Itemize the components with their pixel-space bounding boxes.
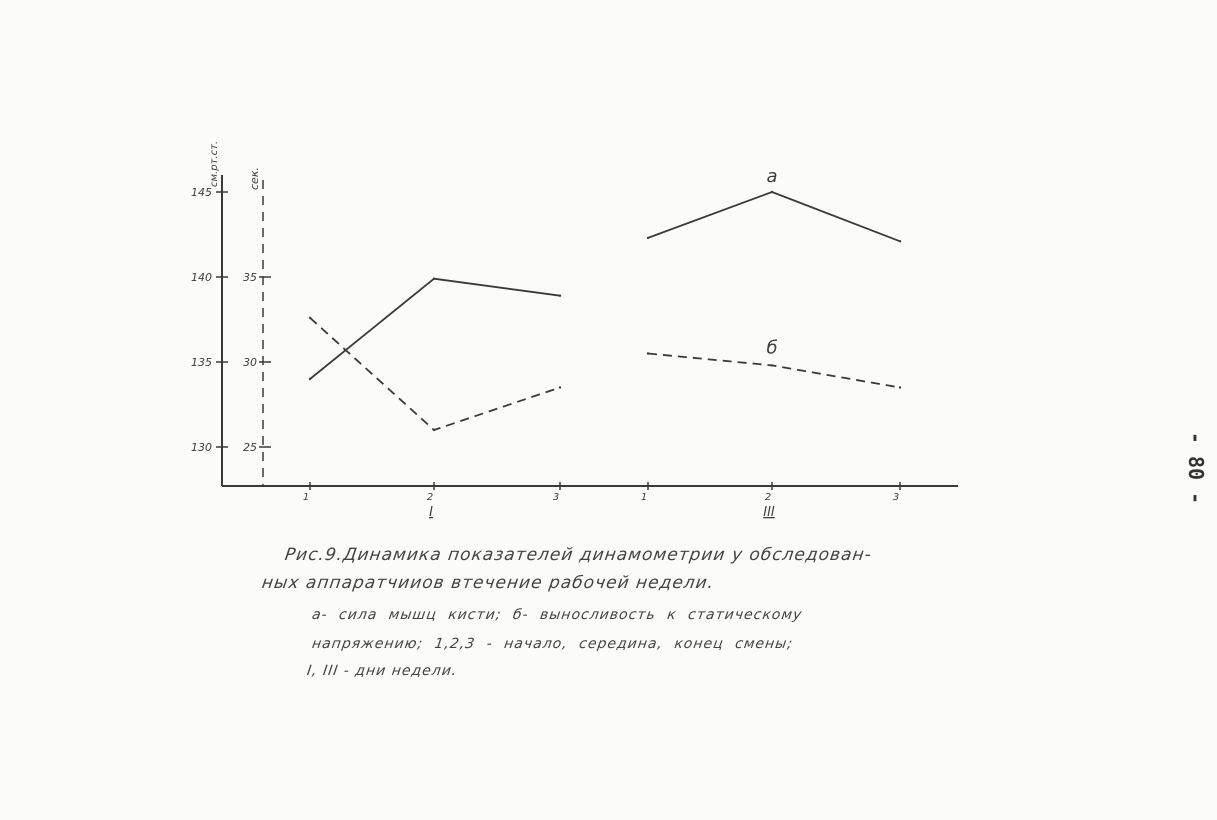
right-tick-label: 35 xyxy=(243,271,257,284)
series-a-line xyxy=(647,191,901,243)
x-tick-label: 3 xyxy=(893,492,899,503)
day-group-label: I xyxy=(429,505,433,520)
figure-caption-line-2: ных аппаратчииов втечение рабочей недели… xyxy=(260,573,716,593)
left-tick-label: 145 xyxy=(191,186,212,199)
x-tick-label: 3 xyxy=(553,492,559,503)
day-group-label: III xyxy=(763,505,775,520)
figure-caption-line-5: I, III - дни недели. xyxy=(305,663,459,679)
right-tick-label: 30 xyxy=(243,356,257,369)
x-tick-label: 1 xyxy=(641,492,647,503)
data-point xyxy=(770,364,774,367)
series-a-line xyxy=(309,277,561,380)
data-point xyxy=(432,277,436,280)
data-point xyxy=(558,386,562,389)
x-tick-label: 1 xyxy=(303,492,309,503)
right-tick-label: 25 xyxy=(243,441,257,454)
x-tick-label: 2 xyxy=(427,492,433,503)
figure-caption-line-1: Рис.9.Динамика показателей динамометрии … xyxy=(283,545,874,565)
data-point xyxy=(432,428,436,432)
left-tick-label: 130 xyxy=(191,441,212,454)
data-point xyxy=(646,236,650,240)
data-point xyxy=(558,294,562,297)
data-point xyxy=(308,377,312,381)
series-b-line xyxy=(309,317,561,431)
series-label: б xyxy=(766,337,777,358)
figure-caption-line-4: напряжению; 1,2,3 - начало, середина, ко… xyxy=(310,636,795,652)
left-tick-label: 135 xyxy=(191,356,212,369)
data-point xyxy=(770,190,774,194)
left-axis-unit: см.рт.ст. xyxy=(209,141,220,187)
data-point xyxy=(308,316,312,319)
chart-marks xyxy=(308,190,902,432)
x-tick-label: 2 xyxy=(765,492,771,503)
series-b-line xyxy=(647,352,901,389)
left-tick-label: 140 xyxy=(191,271,212,284)
figure-caption-line-3: а- сила мышц кисти; б- выносливость к ст… xyxy=(310,607,804,623)
data-point xyxy=(646,352,650,355)
chart-axes xyxy=(216,175,958,490)
series-label: а xyxy=(766,166,777,187)
page-number: - 80 - xyxy=(1184,431,1209,505)
data-point xyxy=(898,240,902,243)
data-point xyxy=(898,386,902,389)
right-axis-unit: сек. xyxy=(248,167,261,190)
